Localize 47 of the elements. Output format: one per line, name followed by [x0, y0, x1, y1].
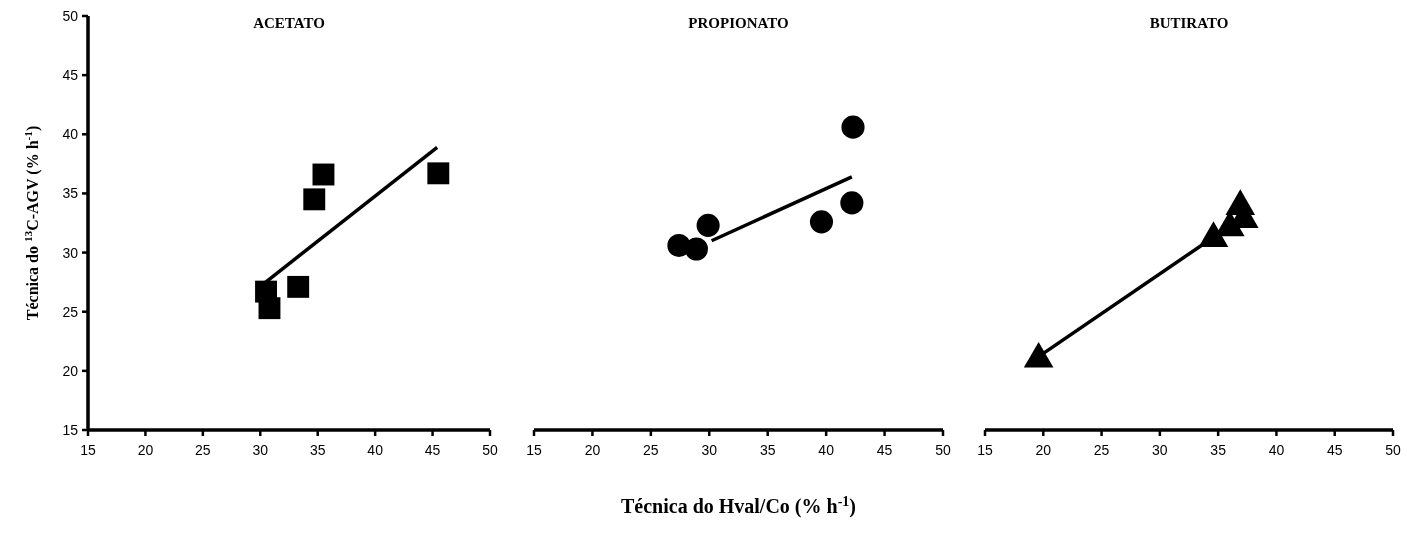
point — [696, 213, 720, 237]
y-tick-label: 45 — [62, 67, 79, 84]
x-axis-title: Técnica do Hval/Co (% h$^{-1}$) — [620, 493, 857, 518]
x-tick-label: 35 — [309, 442, 326, 458]
x-tick-label: 15 — [80, 442, 96, 458]
x-tick-label: 50 — [1385, 442, 1401, 458]
chart-title: ACETATO — [253, 15, 325, 31]
x-tick-label: 25 — [195, 442, 211, 458]
y-tick-label: 30 — [62, 244, 79, 261]
x-tick-label: 50 — [482, 442, 498, 458]
x-tick-label: 45 — [424, 442, 441, 458]
x-tick-label: 30 — [252, 442, 269, 458]
x-tick-label: 30 — [1152, 442, 1168, 458]
y-tick-label: 50 — [62, 8, 79, 24]
chart-title: PROPIONATO — [688, 15, 789, 31]
point — [841, 115, 865, 139]
y-tick-label: 35 — [62, 185, 79, 202]
x-tick-label: 15 — [526, 442, 542, 458]
x-tick-label: 40 — [367, 442, 384, 458]
x-tick-label: 45 — [1326, 442, 1343, 458]
point — [684, 237, 708, 261]
y-tick-label: 20 — [62, 362, 79, 379]
point — [312, 163, 335, 186]
x-tick-label: 40 — [818, 442, 835, 458]
x-tick-label: 20 — [137, 442, 154, 458]
chart-title: BUTIRATO — [1149, 15, 1229, 31]
x-tick-label: 50 — [935, 442, 951, 458]
x-tick-label: 25 — [1093, 442, 1110, 458]
point — [840, 191, 864, 215]
point — [1023, 341, 1054, 368]
point — [303, 188, 326, 211]
y-tick-label: 25 — [62, 303, 79, 320]
y-tick-label: 40 — [62, 126, 79, 143]
x-tick-label: 25 — [643, 442, 659, 458]
x-tick-label: 35 — [759, 442, 776, 458]
x-tick-label: 30 — [701, 442, 718, 458]
x-tick-label: 45 — [876, 442, 893, 458]
x-tick-label: 20 — [584, 442, 601, 458]
point — [287, 275, 310, 298]
point — [427, 162, 450, 185]
x-tick-label: 35 — [1210, 442, 1227, 458]
x-tick-label: 40 — [1268, 442, 1285, 458]
point — [258, 297, 281, 320]
x-tick-label: 15 — [977, 442, 993, 458]
y-tick-label: 15 — [62, 422, 79, 438]
x-tick-label: 20 — [1035, 442, 1052, 458]
point — [809, 210, 834, 234]
